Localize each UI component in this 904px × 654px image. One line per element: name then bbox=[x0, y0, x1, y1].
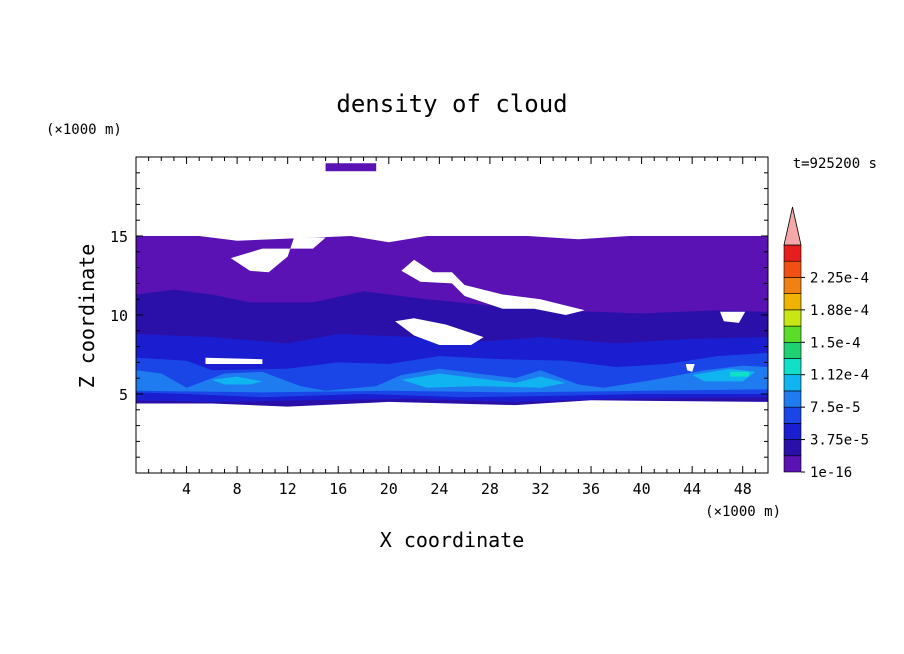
clear-gap bbox=[230, 237, 326, 273]
x-tick-label: 40 bbox=[633, 480, 651, 498]
x-tick-label: 36 bbox=[582, 480, 600, 498]
colorbar: 1e-16 3.75e-5 7.5e-5 1.12e-4 1.5e-4 1.88e-4 2.… bbox=[783, 206, 869, 481]
x-tick-label: 24 bbox=[430, 480, 448, 498]
colorbar-swatch bbox=[783, 358, 802, 376]
colorbar-swatch bbox=[783, 293, 802, 311]
colorbar-tick-label: 7.5e-5 bbox=[810, 400, 861, 416]
colorbar-swatch bbox=[783, 390, 802, 408]
colorbar-swatch bbox=[783, 309, 802, 327]
x-tick-label: 32 bbox=[531, 480, 549, 498]
colorbar-swatch bbox=[783, 406, 802, 424]
x-tick-label: 44 bbox=[683, 480, 701, 498]
y-tick-label: 15 bbox=[110, 228, 128, 246]
colorbar-tick-label: 1.12e-4 bbox=[810, 368, 869, 384]
x-tick-label: 20 bbox=[380, 480, 398, 498]
colorbar-tick-label: 3.75e-5 bbox=[810, 433, 869, 449]
colorbar-tick-label: 1.5e-4 bbox=[810, 335, 861, 351]
colorbar-tick-label: 1e-16 bbox=[810, 465, 852, 481]
x-axis-label: X coordinate bbox=[380, 528, 525, 552]
clear-gap bbox=[720, 311, 746, 323]
chart-title: density of cloud bbox=[336, 90, 567, 118]
top-cloud-patch bbox=[325, 163, 377, 172]
y-tick-label: 5 bbox=[119, 386, 128, 404]
x-tick-label: 8 bbox=[233, 480, 242, 498]
colorbar-swatch bbox=[783, 341, 802, 359]
colorbar-swatch bbox=[783, 374, 802, 392]
y-axis-label: Z coordinate bbox=[75, 244, 99, 389]
colorbar-overflow-arrow bbox=[783, 206, 802, 246]
x-tick-label: 28 bbox=[481, 480, 499, 498]
colorbar-swatch bbox=[783, 325, 802, 343]
colorbar-tick-label: 2.25e-4 bbox=[810, 270, 869, 286]
time-label: t=925200 s bbox=[793, 156, 877, 172]
x-tick-label: 4 bbox=[182, 480, 191, 498]
clear-gap bbox=[205, 357, 263, 364]
x-unit-label: (×1000 m) bbox=[705, 504, 781, 520]
colorbar-swatch bbox=[783, 277, 802, 294]
colorbar-swatch bbox=[783, 260, 802, 278]
clear-gap bbox=[395, 318, 484, 345]
x-tick-label: 16 bbox=[329, 480, 347, 498]
clear-gap bbox=[685, 364, 695, 372]
x-tick-label: 12 bbox=[279, 480, 297, 498]
lower-cloud-peak bbox=[401, 373, 566, 388]
lower-cloud-peak bbox=[211, 376, 263, 385]
lower-cloud-peak bbox=[692, 368, 756, 382]
plot-area bbox=[136, 163, 768, 407]
colorbar-swatch bbox=[783, 423, 802, 440]
clear-gap bbox=[401, 259, 585, 315]
colorbar-swatch bbox=[783, 455, 802, 473]
x-tick-label: 48 bbox=[734, 480, 752, 498]
colorbar-swatch bbox=[783, 439, 802, 457]
y-unit-label: (×1000 m) bbox=[46, 122, 122, 138]
y-tick-label: 10 bbox=[110, 307, 128, 325]
colorbar-swatch bbox=[783, 244, 802, 262]
colorbar-tick-label: 1.88e-4 bbox=[810, 303, 869, 319]
lower-cloud-peak-core bbox=[730, 371, 749, 377]
